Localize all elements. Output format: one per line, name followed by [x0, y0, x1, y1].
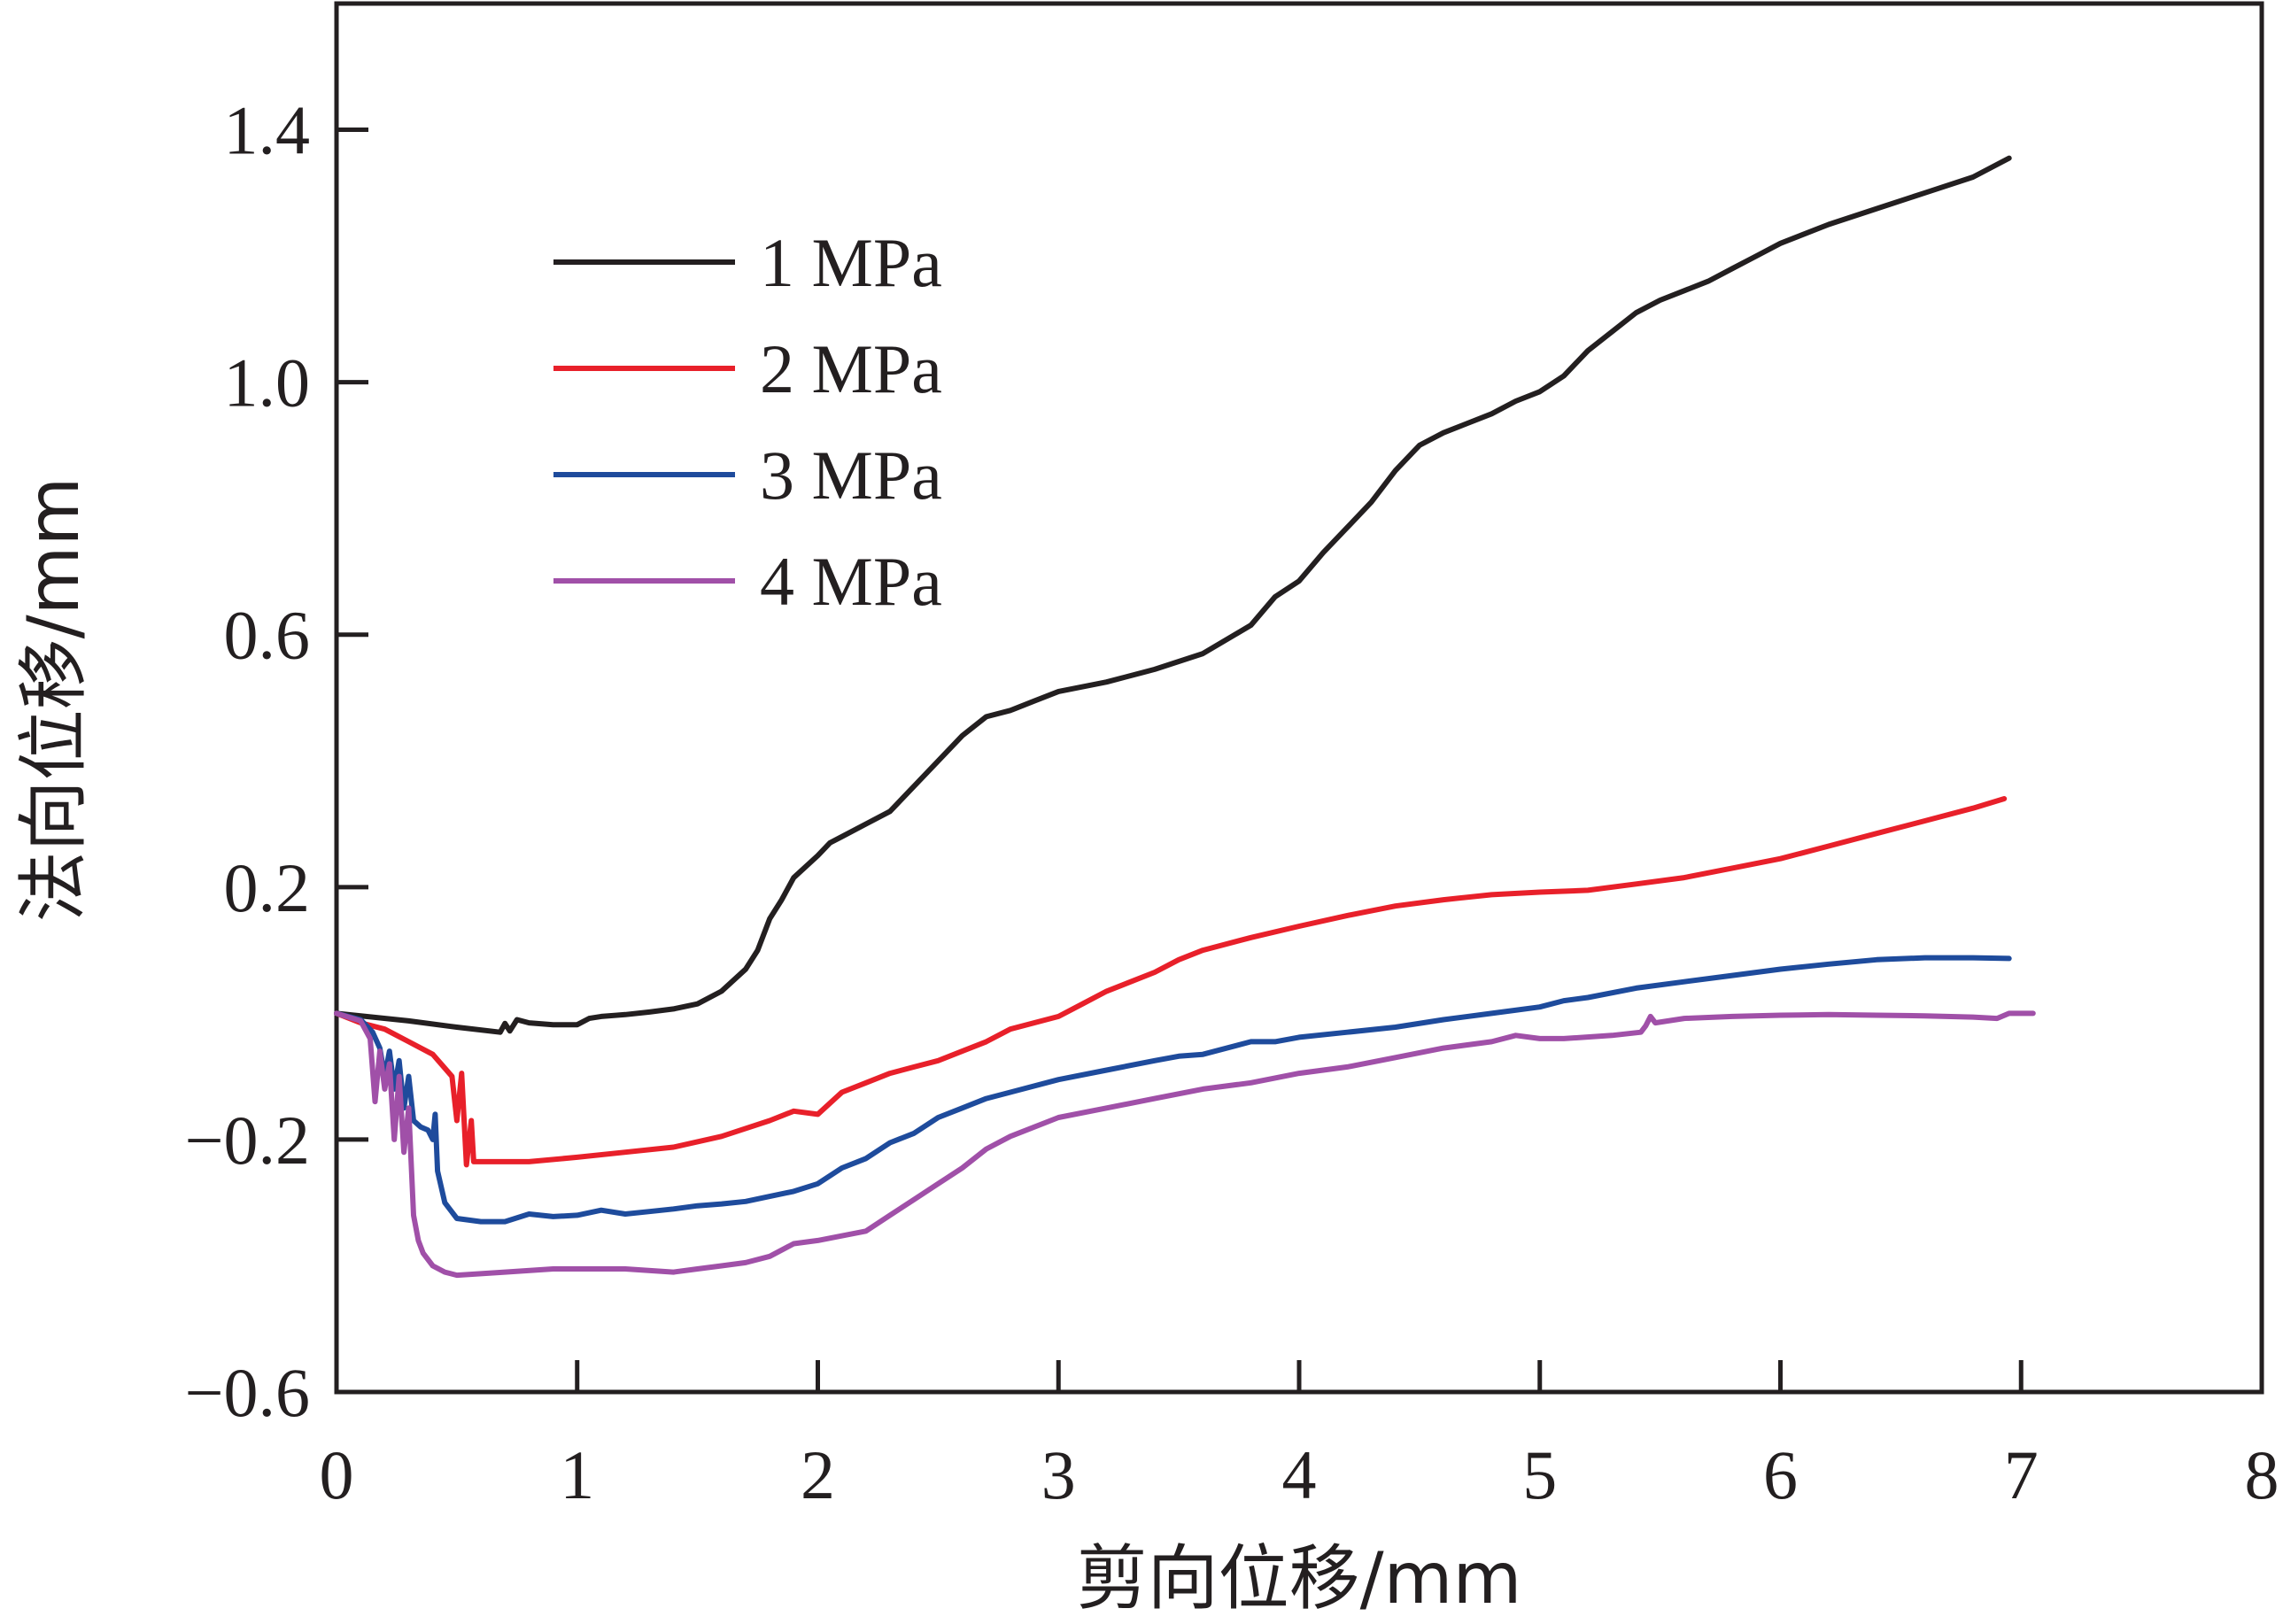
y-tick-label: −0.2 [185, 1102, 311, 1179]
x-tick-label: 1 [560, 1436, 594, 1513]
y-axis-title: 法向位移/mm [12, 477, 95, 923]
x-axis-title: 剪向位移/mm [1077, 1537, 1522, 1620]
x-tick-label: 7 [2004, 1436, 2039, 1513]
series-line-4 [334, 1010, 2036, 1279]
x-tick-label: 3 [1041, 1436, 1076, 1513]
y-tick-label: 1.4 [224, 92, 311, 169]
legend-label: 4 MPa [760, 543, 942, 620]
x-tick-label: 5 [1522, 1436, 1557, 1513]
x-tick-label: 6 [1763, 1436, 1798, 1513]
x-tick-label: 0 [320, 1436, 354, 1513]
legend-label: 1 MPa [760, 224, 942, 301]
series-lines [334, 155, 2036, 1279]
legend: 1 MPa 2 MPa 3 MPa 4 MPa [553, 224, 942, 620]
y-tick-label: 0.6 [224, 597, 311, 674]
legend-label: 3 MPa [760, 437, 942, 514]
x-tick-label: 8 [2245, 1436, 2279, 1513]
series-line-2 [334, 796, 2008, 1168]
series-line-3 [334, 955, 2012, 1225]
plot-frame [334, 1, 2264, 1395]
legend-label: 2 MPa [760, 330, 942, 407]
x-tick-label: 2 [801, 1436, 835, 1513]
x-axis-ticks: 0 1 2 3 4 5 6 7 8 [320, 1360, 2279, 1513]
x-tick-label: 4 [1282, 1436, 1317, 1513]
series-line-1 [334, 155, 2012, 1035]
y-tick-label: 0.2 [224, 849, 311, 926]
y-axis-ticks: −0.6 −0.2 0.2 0.6 1.0 1.4 [185, 92, 368, 1431]
y-tick-label: −0.6 [185, 1354, 311, 1431]
y-tick-label: 1.0 [224, 344, 311, 421]
